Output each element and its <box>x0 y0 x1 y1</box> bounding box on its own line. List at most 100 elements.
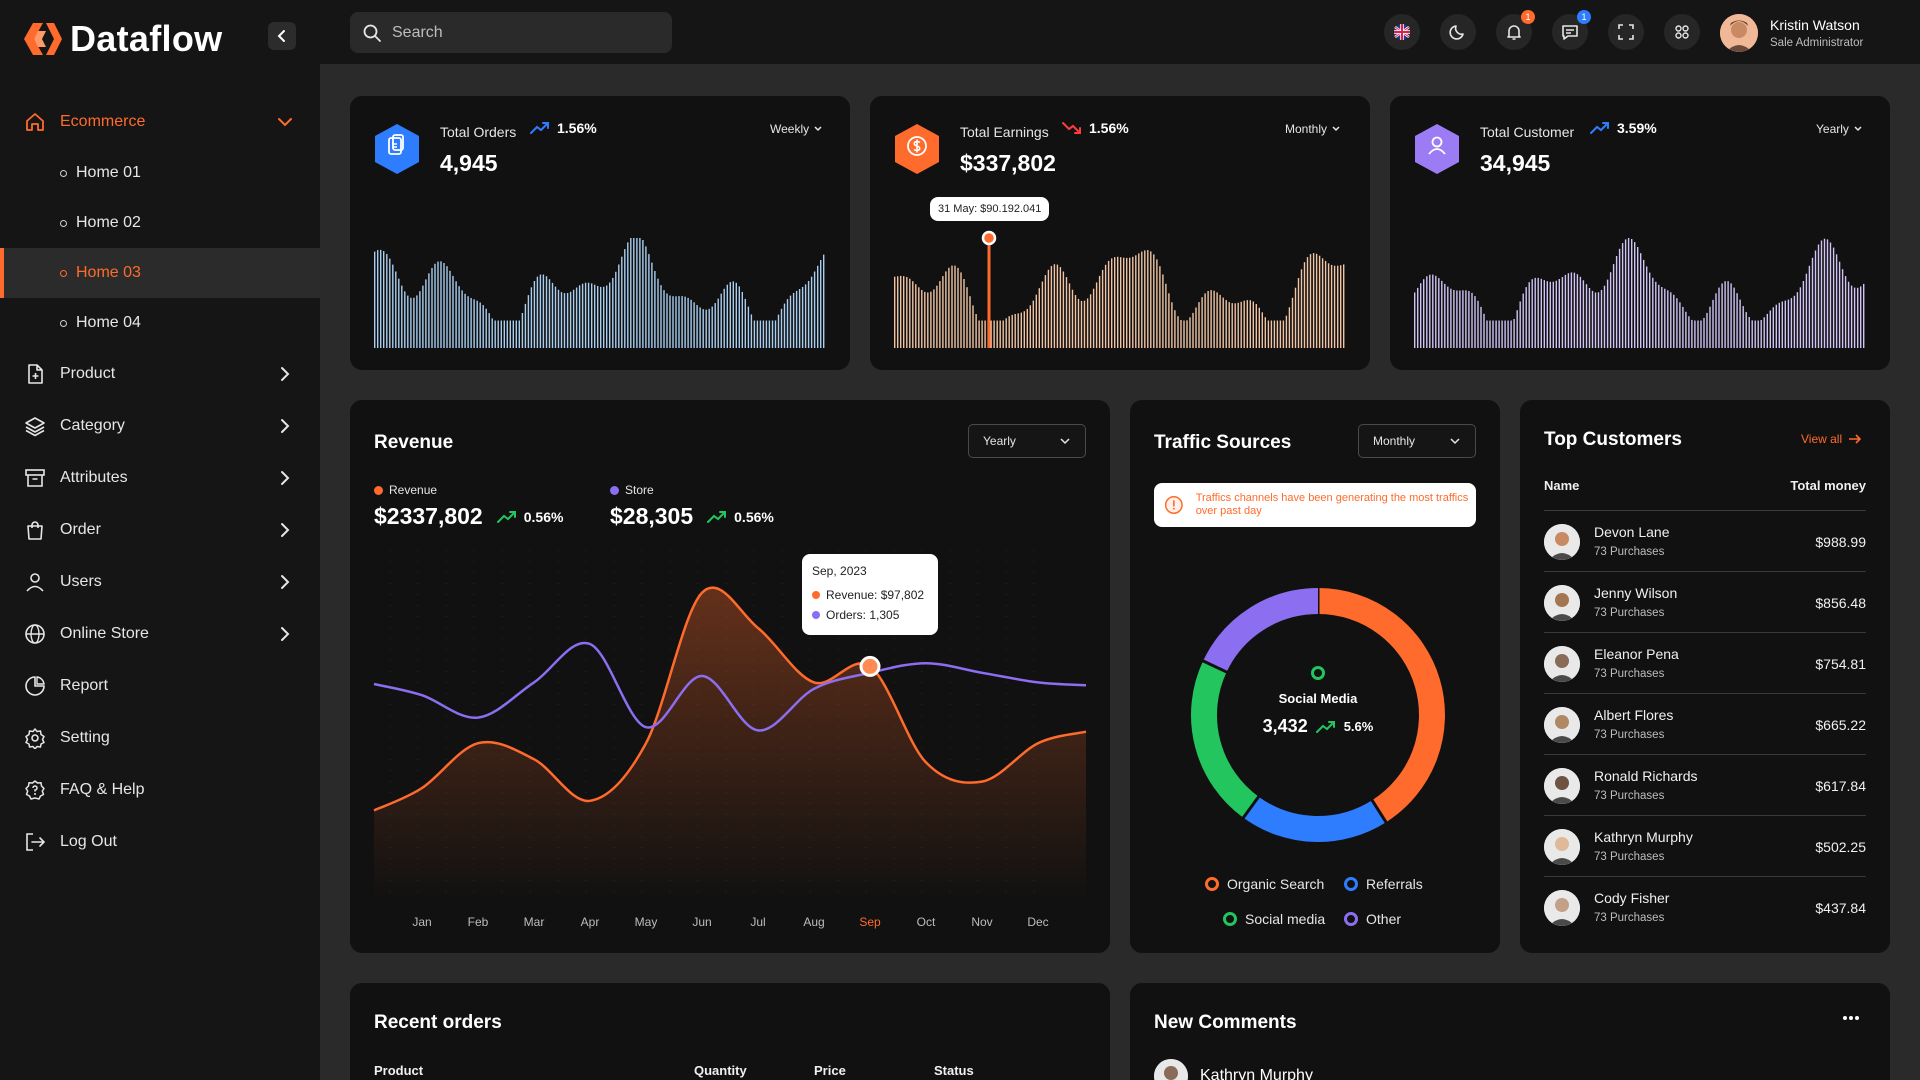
sparkline-bar <box>942 276 944 348</box>
sparkline-bar <box>1279 320 1282 348</box>
sidebar-item-attributes[interactable]: Attributes <box>0 452 320 504</box>
sidebar-subitem-home-03[interactable]: Home 03 <box>0 248 320 298</box>
sidebar-subitem-home-04[interactable]: Home 04 <box>0 298 320 348</box>
comments-more-button[interactable] <box>1842 1015 1860 1021</box>
notifications-button[interactable]: 1 <box>1496 10 1535 50</box>
language-button[interactable] <box>1384 14 1420 50</box>
chevron-down-icon <box>1332 126 1340 132</box>
sidebar-item-online-store[interactable]: Online Store <box>0 608 320 660</box>
sidebar-item-users[interactable]: Users <box>0 556 320 608</box>
recent-orders-title: Recent orders <box>374 1012 502 1033</box>
x-tick-label: Sep <box>859 915 881 929</box>
sparkline-bar <box>1026 308 1028 348</box>
legend-referrals[interactable]: Referrals <box>1344 876 1423 892</box>
sparkline-bar <box>972 305 974 348</box>
sidebar-subitem-home-01[interactable]: Home 01 <box>0 148 320 198</box>
sparkline-bar <box>449 270 451 348</box>
sidebar-item-ecommerce[interactable]: Ecommerce <box>0 96 320 148</box>
new-comments-card: New Comments Kathryn Murphy <box>1130 983 1890 1080</box>
customer-row[interactable]: Eleanor Pena 73 Purchases $754.81 <box>1544 632 1866 693</box>
sparkline-bar <box>981 320 983 348</box>
customer-row[interactable]: Devon Lane 73 Purchases $988.99 <box>1544 510 1866 571</box>
sparkline-bar <box>1796 292 1799 348</box>
sparkline-bar <box>1423 279 1425 348</box>
highlight-point <box>981 230 997 246</box>
traffic-donut-chart[interactable] <box>1158 555 1478 875</box>
sidebar-item-category[interactable]: Category <box>0 400 320 452</box>
sparkline-bar <box>714 303 716 348</box>
sparkline-bar <box>693 302 695 348</box>
sparkline-bar <box>1198 302 1200 348</box>
top-customers-card: Top Customers View all <box>1520 400 1890 953</box>
logo[interactable]: Dataflow <box>24 18 222 60</box>
sparkline-bar <box>1086 298 1089 348</box>
user-profile[interactable]: Kristin Watson Sale Administrator <box>1720 14 1863 52</box>
sparkline-bar <box>1600 290 1603 348</box>
sparkline-bar <box>1002 320 1004 348</box>
dark-mode-button[interactable] <box>1440 14 1476 50</box>
search-input[interactable] <box>392 23 652 42</box>
sidebar-item-report[interactable]: Report <box>0 660 320 712</box>
view-all-link[interactable]: View all <box>1801 432 1862 446</box>
sparkline-bar <box>1504 320 1506 348</box>
sidebar-item-faq-help[interactable]: FAQ & Help <box>0 764 320 816</box>
sparkline-bar <box>1047 269 1050 348</box>
sparkline-bar <box>377 250 379 348</box>
sparkline-bar <box>584 282 587 348</box>
customer-purchases: 73 Purchases <box>1594 912 1665 924</box>
legend-social-media[interactable]: Social media <box>1223 911 1325 927</box>
sidebar-item-setting[interactable]: Setting <box>0 712 320 764</box>
sparkline-bar <box>663 290 665 348</box>
sparkline-bar <box>759 320 762 348</box>
stat-period-dropdown[interactable]: Monthly <box>1285 122 1341 136</box>
sparkline-bar <box>1546 281 1548 348</box>
customer-name: Eleanor Pena <box>1594 646 1679 662</box>
sparkline-bar <box>636 238 638 348</box>
customer-row[interactable]: Ronald Richards 73 Purchases $617.84 <box>1544 754 1866 815</box>
sparkline-bar <box>963 279 965 348</box>
messages-button[interactable]: 1 <box>1552 10 1591 50</box>
customer-row[interactable]: Jenny Wilson 73 Purchases $856.48 <box>1544 571 1866 632</box>
fullscreen-button[interactable] <box>1608 14 1644 50</box>
sparkline-bar <box>1763 317 1765 348</box>
sidebar-item-order[interactable]: Order <box>0 504 320 556</box>
sparkline-bar <box>1168 293 1170 348</box>
donut-center-value: 3,432 <box>1262 716 1308 736</box>
customer-row[interactable]: Albert Flores 73 Purchases $665.22 <box>1544 693 1866 754</box>
customer-row[interactable]: Kathryn Murphy 73 Purchases $502.25 <box>1544 815 1866 876</box>
search-box[interactable] <box>350 12 672 53</box>
legend-other[interactable]: Other <box>1344 911 1401 927</box>
ring-icon <box>1223 912 1237 926</box>
stat-period-dropdown[interactable]: Yearly <box>1816 122 1863 136</box>
traffic-period-dropdown[interactable]: Monthly <box>1358 424 1476 458</box>
sparkline-bar <box>1246 300 1248 348</box>
sparkline-bar <box>1691 319 1693 348</box>
chevron-down-icon <box>278 118 292 127</box>
sparkline-bar <box>936 285 938 348</box>
revenue-period-dropdown[interactable]: Yearly <box>968 424 1086 458</box>
chevron-down-icon <box>1060 438 1070 445</box>
sparkline-bar <box>1609 272 1612 348</box>
revenue-line-chart[interactable] <box>350 540 1110 920</box>
sparkline-bar <box>383 251 385 348</box>
stat-period-dropdown[interactable]: Weekly <box>770 122 823 136</box>
logout-icon <box>24 831 46 853</box>
sparkline-bar <box>1264 317 1266 348</box>
sparkline-bar <box>1637 247 1639 348</box>
sparkline-bar <box>1718 287 1720 348</box>
donut-slice-social-media <box>1191 660 1259 818</box>
sparkline-bar <box>750 314 753 348</box>
sparkline-bar <box>1537 277 1539 348</box>
sidebar-item-log-out[interactable]: Log Out <box>0 816 320 868</box>
customer-row[interactable]: Cody Fisher 73 Purchases $437.84 <box>1544 876 1866 937</box>
collapse-sidebar-button[interactable] <box>268 22 296 50</box>
sparkline-bar <box>1857 287 1859 348</box>
apps-button[interactable] <box>1664 14 1700 50</box>
slice-separator <box>1201 659 1229 674</box>
sparkline-bar <box>1525 287 1527 348</box>
customer-avatar <box>1544 524 1580 560</box>
legend-organic-search[interactable]: Organic Search <box>1205 876 1324 892</box>
sidebar-item-product[interactable]: Product <box>0 348 320 400</box>
sparkline-bar <box>1053 264 1056 348</box>
sidebar-subitem-home-02[interactable]: Home 02 <box>0 198 320 248</box>
